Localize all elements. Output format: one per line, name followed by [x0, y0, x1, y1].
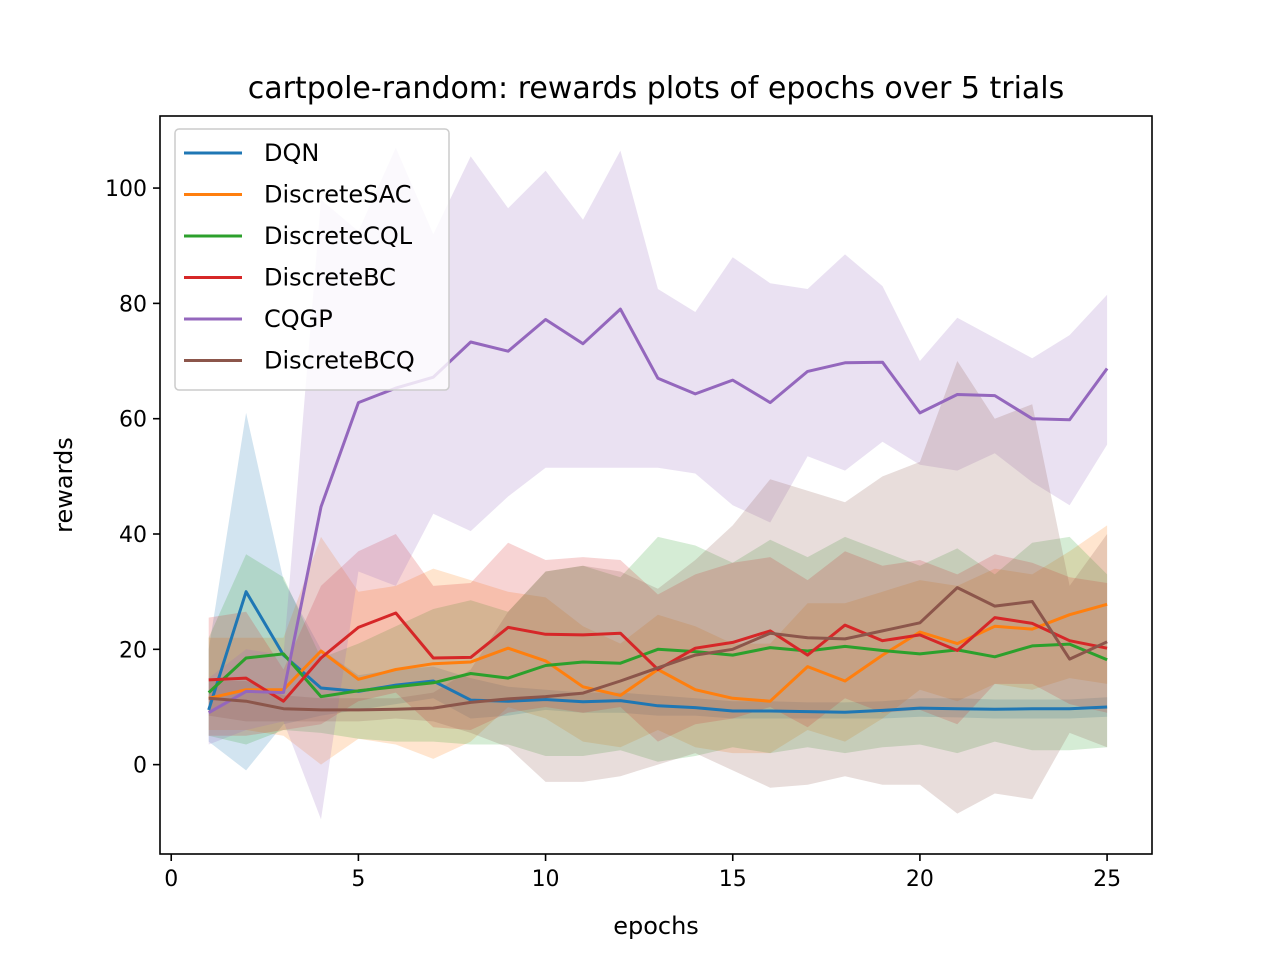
y-tick-label: 60: [119, 408, 147, 433]
x-axis: 0 5 10 15 20 25: [164, 854, 1121, 892]
line-discretebcq: [208, 586, 1108, 712]
band-discretebcq: [208, 361, 1108, 814]
band-discretebc: [208, 534, 1108, 742]
line-discretebc: [208, 611, 1108, 703]
x-tick-label: 20: [906, 867, 934, 892]
legend: DQN DiscreteSAC DiscreteCQL DiscreteBC CQGP D…: [174, 128, 450, 391]
x-axis-label: epochs: [613, 912, 699, 940]
legend-label-discretebc: DiscreteBC: [264, 264, 396, 292]
chart-title: cartpole-random: rewards plots of epochs…: [248, 71, 1065, 106]
band-discretesac: [208, 525, 1108, 765]
legend-label-dqn: DQN: [264, 139, 319, 167]
legend-label-discretebcq: DiscreteBCQ: [264, 347, 415, 375]
x-tick-label: 10: [532, 867, 560, 892]
x-tick-label: 5: [351, 867, 365, 892]
line-cqgp: [207, 307, 1109, 715]
series-lines: [207, 307, 1109, 715]
y-axis-label: rewards: [50, 437, 78, 533]
y-axis: 0 20 40 60 80 100: [105, 177, 160, 779]
x-tick-label: 15: [719, 867, 747, 892]
legend-box: [174, 128, 450, 391]
x-tick-label: 0: [164, 867, 178, 892]
y-tick-label: 20: [119, 638, 147, 663]
x-tick-label: 25: [1093, 867, 1121, 892]
y-tick-label: 80: [119, 292, 147, 317]
legend-label-discretesac: DiscreteSAC: [264, 181, 412, 209]
y-tick-label: 0: [133, 754, 147, 779]
plot-frame: [159, 115, 1153, 855]
y-tick-label: 40: [119, 523, 147, 548]
legend-label-discretecql: DiscreteCQL: [264, 222, 413, 250]
y-tick-label: 100: [105, 177, 147, 202]
legend-label-cqgp: CQGP: [264, 305, 333, 333]
